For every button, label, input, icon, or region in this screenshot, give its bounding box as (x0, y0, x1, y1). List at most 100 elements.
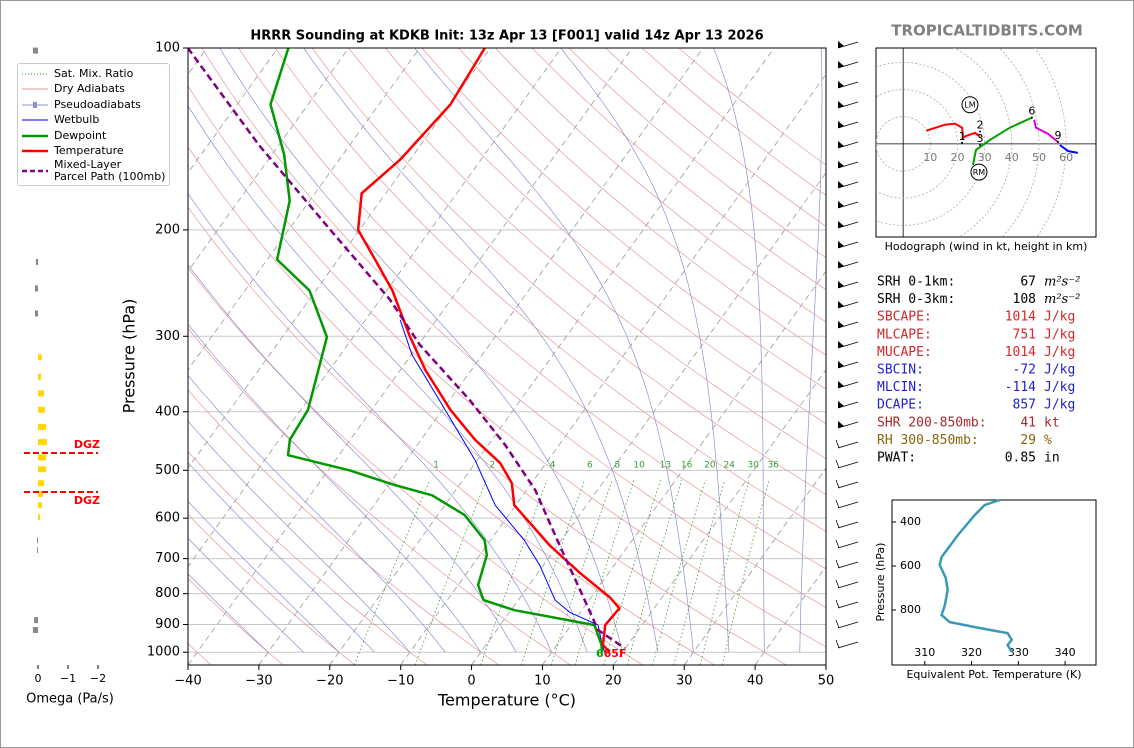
wind-barb-tick (835, 639, 840, 649)
wind-barb-flag (838, 41, 844, 48)
dry-adiabat (421, 48, 826, 390)
x-tick-label: −40 (174, 674, 201, 689)
hodograph-ring-label: 20 (950, 151, 964, 164)
index-unit: J/kg (1044, 310, 1075, 325)
hodograph-ring-label: 60 (1059, 151, 1073, 164)
x-tick-label: 0 (467, 674, 475, 689)
mixing-ratio-label: 16 (681, 461, 693, 471)
pseudoadiabat (188, 323, 482, 653)
omega-bar (38, 490, 44, 497)
pseudoadiabat (188, 573, 269, 653)
wind-barb (837, 361, 859, 369)
pseudoadiabat (188, 105, 588, 653)
wind-barb (837, 621, 859, 629)
isotherm (258, 48, 704, 665)
x-axis-label: Temperature (°C) (437, 691, 576, 710)
omega-bar (35, 258, 38, 265)
mixing-ratio-line (626, 479, 683, 665)
y-tick-label: 800 (155, 586, 180, 601)
wind-barb (837, 261, 859, 269)
wind-barb-tick (835, 559, 840, 569)
omega-bar (32, 47, 38, 54)
index-value: 108 (1013, 292, 1036, 307)
wind-barb-flag (838, 281, 844, 288)
mixing-ratio-label: 20 (704, 461, 716, 471)
omega-bar (38, 514, 41, 521)
wind-barb-flag (838, 321, 844, 328)
legend-label: Wetbulb (54, 113, 100, 127)
legend-swatch (22, 101, 48, 108)
dry-adiabat (201, 48, 826, 608)
dgz-label: DGZ (74, 438, 100, 451)
dry-adiabat (385, 48, 826, 424)
isotherm (542, 270, 826, 665)
mixing-ratio-label: 24 (723, 461, 735, 471)
y-tick-label: 300 (155, 329, 180, 344)
legend-entry: Sat. Mix. Ratio (18, 66, 169, 82)
wind-barb-flag (838, 101, 844, 108)
height-point (1030, 116, 1033, 119)
isotherm (188, 48, 279, 174)
omega-bar (38, 406, 45, 413)
thetae-x-label: Equivalent Pot. Temperature (K) (906, 668, 1081, 681)
hodograph-line (1033, 119, 1059, 143)
thetae-frame (891, 499, 1097, 666)
legend-entry: Dry Adiabats (18, 82, 169, 98)
pseudoadiabat (188, 374, 446, 653)
index-value: 857 (1013, 398, 1036, 413)
index-value: 67 (1020, 275, 1036, 290)
dry-adiabat (605, 48, 826, 227)
wind-barb (837, 461, 859, 469)
height-label: 3 (977, 132, 984, 145)
index-value: 1014 (1005, 310, 1036, 325)
legend-swatch (22, 88, 48, 90)
mixing-ratio-line (353, 479, 431, 665)
mixing-ratio-line (574, 479, 635, 665)
surface-label: 6 (596, 647, 604, 660)
index-unit: J/kg (1044, 363, 1075, 378)
omega-bar (38, 424, 47, 431)
index-unit: J/kg (1044, 327, 1075, 342)
wind-barb-tick (835, 539, 840, 549)
wind-barb (837, 81, 859, 89)
chart-title: HRRR Sounding at KDKB Init: 13z Apr 13 [… (250, 29, 763, 44)
mixing-ratio-line (603, 479, 661, 665)
legend-entry: Dewpoint (18, 128, 169, 144)
y-tick-label: 100 (155, 41, 180, 56)
index-unit: % (1044, 433, 1052, 448)
wind-barb-tick (835, 619, 840, 629)
wind-barb (837, 161, 859, 169)
wind-barb (837, 381, 859, 389)
mixing-ratio-label: 13 (660, 461, 671, 471)
y-axis-label: Pressure (hPa) (120, 299, 139, 414)
storm-motion-label: RM (973, 168, 986, 177)
wind-barb (837, 61, 859, 69)
thetae-x-tick-label: 310 (914, 646, 935, 659)
dry-adiabat (188, 327, 571, 665)
hodograph-ring-label: 30 (978, 151, 992, 164)
y-tick-label: 700 (155, 551, 180, 566)
site-logo: TROPICALTIDBITS.COM (891, 22, 1083, 40)
hodograph-ring-label: 40 (1005, 151, 1019, 164)
legend-swatch (22, 150, 48, 153)
omega-bar (32, 627, 38, 634)
index-unit: J/kg (1044, 380, 1075, 395)
mixing-ratio-line (652, 479, 706, 665)
wind-barb-tick (835, 479, 840, 489)
omega-x-tick-label: 0 (35, 672, 42, 685)
dry-adiabat (641, 48, 826, 196)
background-lines (188, 48, 826, 665)
hodograph-line (925, 122, 981, 140)
omega-bar (35, 285, 38, 292)
height-label: 9 (1054, 129, 1061, 142)
profiles (188, 48, 626, 654)
mixing-ratio-label: 36 (767, 461, 779, 471)
omega-bar (37, 537, 38, 544)
omega-bar (38, 502, 42, 509)
index-label: SBCIN: (877, 363, 924, 378)
isotherm (188, 48, 562, 568)
profile-line (188, 48, 626, 650)
x-tick-label: −10 (387, 674, 414, 689)
pseudoadiabat (219, 48, 623, 653)
wind-barb-tick (835, 579, 840, 589)
